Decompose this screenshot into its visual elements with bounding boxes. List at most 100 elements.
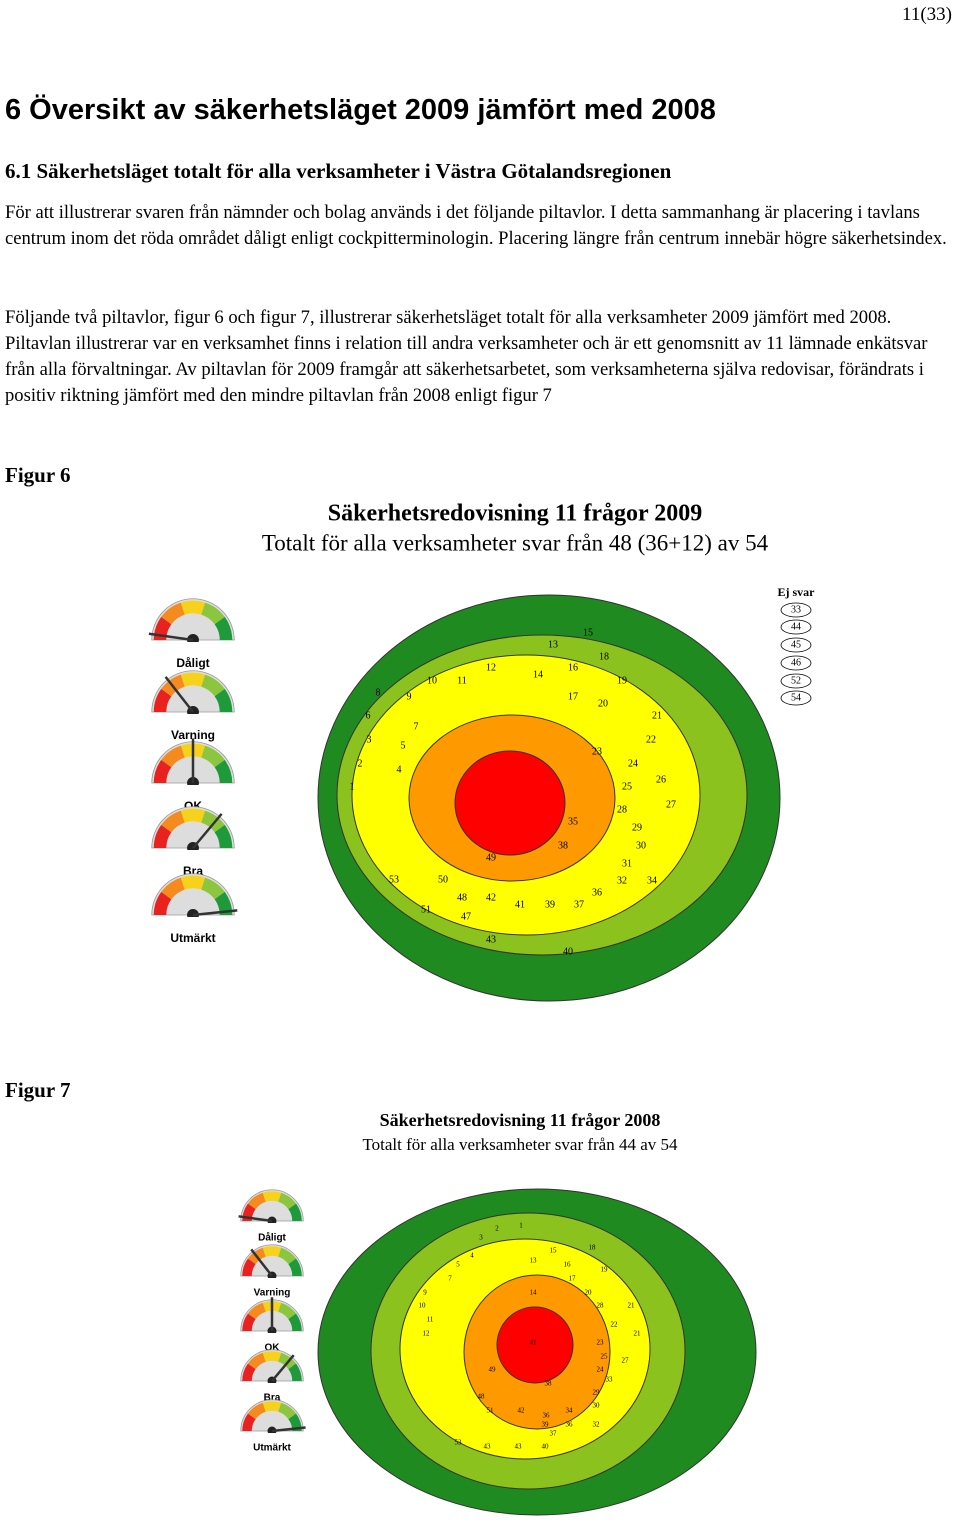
no-answer-oval [780, 673, 812, 689]
figure-caption: Figur 6 [5, 463, 71, 487]
gauge-segment [242, 1363, 256, 1382]
gauge-label: Varning [171, 728, 215, 742]
unit-label: 21 [634, 1330, 642, 1338]
unit-label: 41 [515, 899, 525, 910]
figure-subtitle: Totalt för alla verksamheter svar från 4… [362, 1135, 678, 1154]
heading: 6 Översikt av säkerhetsläget 2009 jämför… [5, 94, 716, 126]
unit-label: 37 [574, 899, 584, 910]
gauge-segment [153, 616, 172, 641]
gauge-segment [200, 745, 225, 768]
gauge-segment [242, 1413, 256, 1432]
unit-label: 8 [376, 687, 381, 698]
unit-label: 30 [636, 840, 646, 851]
gauge-segment [242, 1313, 256, 1332]
unit-label: 2 [358, 758, 363, 769]
no-answer-label: 52 [791, 675, 801, 686]
unit-label: 42 [486, 892, 496, 903]
unit-label: 1 [519, 1222, 523, 1230]
page-number: 11(33) [902, 4, 952, 25]
gauge-segment [277, 1247, 297, 1265]
unit-label: 12 [486, 662, 496, 673]
unit-label: 10 [427, 675, 437, 686]
unit-label: 29 [593, 1389, 601, 1397]
no-answer-oval [780, 619, 812, 635]
unit-label: 28 [617, 804, 627, 815]
unit-label: 21 [652, 710, 662, 721]
unit-label: 15 [583, 627, 593, 638]
gauge-segment [200, 674, 225, 697]
gauge-segment [288, 1203, 302, 1222]
gauge-label-bg [242, 1433, 302, 1456]
unit-label: 36 [566, 1421, 574, 1429]
gauge-segment [180, 808, 206, 823]
unit-label: 16 [564, 1261, 572, 1269]
unit-label: 40 [542, 1443, 550, 1451]
unit-label: 25 [622, 781, 632, 792]
gauge-segment [180, 875, 206, 890]
unit-label: 26 [656, 774, 666, 785]
gauge-segment [214, 824, 233, 849]
unit-label: 5 [456, 1261, 460, 1269]
gauge-needle [271, 1354, 295, 1382]
no-answer-oval [780, 655, 812, 671]
gauge-needle [192, 813, 223, 849]
gauge-needle [271, 1426, 306, 1433]
gauge-label: Dåligt [176, 656, 209, 670]
unit-label: 23 [597, 1339, 605, 1347]
gauge-label: Varning [254, 1288, 291, 1299]
unit-label: 32 [593, 1421, 601, 1429]
gauge-needle [192, 909, 238, 917]
unit-label: 1 [350, 781, 355, 792]
unit-label: 49 [489, 1366, 497, 1374]
gauge-segment [200, 877, 225, 900]
unit-label: 28 [597, 1302, 605, 1310]
gauge-segment [153, 824, 172, 849]
gauge-segment [288, 1313, 302, 1332]
unit-label: 22 [646, 734, 656, 745]
unit-label: 27 [666, 799, 676, 810]
unit-label: 14 [533, 669, 543, 680]
no-answer-title: Ej svar [778, 585, 816, 599]
no-answer-oval [780, 602, 812, 618]
gauge-segment [277, 1192, 297, 1210]
unit-label: 16 [568, 662, 578, 673]
unit-label: 11 [457, 675, 467, 686]
unit-label: 39 [545, 899, 555, 910]
unit-label: 31 [622, 858, 632, 869]
unit-label: 43 [484, 1443, 492, 1451]
no-answer-label: 33 [791, 604, 801, 615]
unit-label: 2 [495, 1225, 499, 1233]
unit-label: 9 [407, 691, 412, 702]
gauge-segment [153, 891, 172, 916]
unit-label: 17 [568, 691, 578, 702]
unit-label: 32 [617, 875, 627, 886]
unit-label: 14 [530, 1289, 538, 1297]
gauge-label-bg [242, 1278, 302, 1301]
unit-label: 35 [568, 816, 578, 827]
gauge-segment [161, 877, 186, 900]
unit-label: 48 [457, 892, 467, 903]
unit-label: 3 [479, 1234, 483, 1242]
unit-label: 48 [478, 1393, 486, 1401]
gauge-segment [180, 672, 206, 687]
unit-label: 13 [530, 1257, 538, 1265]
unit-label: 42 [518, 1407, 526, 1415]
gauge-needle [238, 1215, 273, 1223]
unit-label: 6 [366, 710, 371, 721]
no-answer-label: 46 [791, 657, 801, 668]
unit-label: 53 [389, 874, 399, 885]
unit-label: 23 [592, 746, 602, 757]
unit-label: 38 [545, 1380, 553, 1388]
gauge-needle [148, 632, 194, 642]
unit-label: 4 [470, 1252, 474, 1260]
no-answer-label: 45 [791, 639, 801, 650]
unit-label: 37 [550, 1430, 558, 1438]
unit-label: 19 [617, 675, 627, 686]
gauge-segment [247, 1192, 267, 1210]
unit-label: 5 [401, 740, 406, 751]
gauge-segment [180, 600, 206, 615]
unit-label: 34 [647, 875, 657, 886]
figure-subtitle: Totalt för alla verksamheter svar från 4… [262, 530, 769, 555]
unit-label: 13 [548, 639, 558, 650]
